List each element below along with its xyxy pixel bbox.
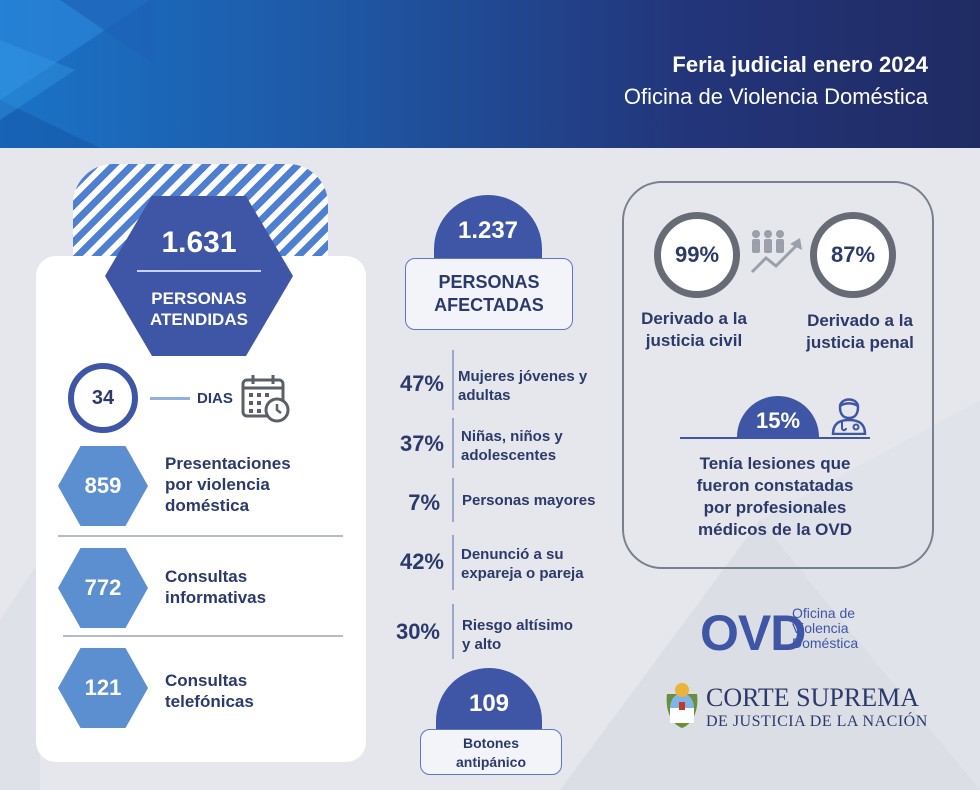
court-subtitle: DE JUSTICIA DE LA NACIÓN bbox=[706, 713, 928, 730]
penal-label: Derivado a la justicia penal bbox=[806, 311, 914, 352]
header-decoration bbox=[0, 0, 155, 148]
phone-label: Consultas telefónicas bbox=[165, 671, 254, 711]
attended-number: 1.631 bbox=[161, 226, 237, 259]
stat-separator bbox=[452, 350, 454, 410]
header-titles: Feria judicial enero 2024 Oficina de Vio… bbox=[624, 52, 928, 110]
calendar-clock-icon bbox=[241, 375, 290, 423]
stat-label: Personas mayores bbox=[462, 492, 596, 509]
doctor-icon bbox=[831, 398, 867, 435]
people-growth-icon bbox=[750, 230, 802, 274]
page-title: Feria judicial enero 2024 bbox=[672, 52, 928, 77]
civil-label: Derivado a la justicia civil bbox=[641, 309, 747, 350]
stat-separator bbox=[452, 478, 454, 522]
attended-hexagon: 1.631 PERSONAS ATENDIDAS bbox=[105, 196, 293, 356]
stat-label: Mujeres jóvenes y adultas bbox=[458, 368, 588, 404]
page-subtitle: Oficina de Violencia Doméstica bbox=[623, 84, 928, 109]
stat-label: Denunció a su expareja o pareja bbox=[461, 546, 584, 582]
stat-separator bbox=[452, 604, 454, 659]
stat-separator bbox=[452, 535, 454, 590]
ovd-logo: OVD bbox=[700, 605, 806, 661]
attended-label: PERSONAS ATENDIDAS bbox=[150, 289, 248, 329]
stat-pct: 42% bbox=[399, 549, 444, 574]
left-divider bbox=[58, 535, 343, 537]
stat-separator bbox=[452, 418, 454, 468]
left-divider bbox=[63, 635, 343, 637]
buttons-box: Botones antipánico bbox=[420, 729, 562, 775]
stat-pct: 7% bbox=[408, 490, 440, 515]
days-label: DIAS bbox=[197, 390, 233, 407]
presentations-label: Presentaciones por violencia doméstica bbox=[165, 454, 291, 515]
derivations-panel bbox=[622, 181, 934, 569]
hex-divider bbox=[137, 270, 261, 272]
lesion-underline bbox=[680, 437, 870, 439]
informative-label: Consultas informativas bbox=[165, 567, 267, 607]
court-name: CORTE SUPREMA bbox=[706, 683, 919, 712]
stat-pct: 37% bbox=[399, 431, 444, 456]
stat-pct: 47% bbox=[399, 371, 444, 396]
days-circle: 34 bbox=[68, 363, 138, 433]
affected-box: PERSONAS AFECTADAS bbox=[405, 258, 573, 330]
stat-label: Niñas, niños y adolescentes bbox=[461, 428, 563, 464]
stat-label: Riesgo altísimo y alto bbox=[462, 617, 573, 653]
argentine-seal-icon bbox=[666, 683, 698, 728]
stat-pct: 30% bbox=[395, 619, 440, 644]
ovd-logo-text: Oficina de Violencia Doméstica bbox=[792, 605, 859, 651]
lesion-text: Tenía lesiones que fueron constatadas po… bbox=[696, 454, 854, 539]
civil-ring: 99% bbox=[654, 212, 740, 298]
header-banner: Feria judicial enero 2024 Oficina de Vio… bbox=[0, 0, 980, 148]
days-connector bbox=[150, 397, 190, 400]
penal-ring: 87% bbox=[810, 212, 896, 298]
